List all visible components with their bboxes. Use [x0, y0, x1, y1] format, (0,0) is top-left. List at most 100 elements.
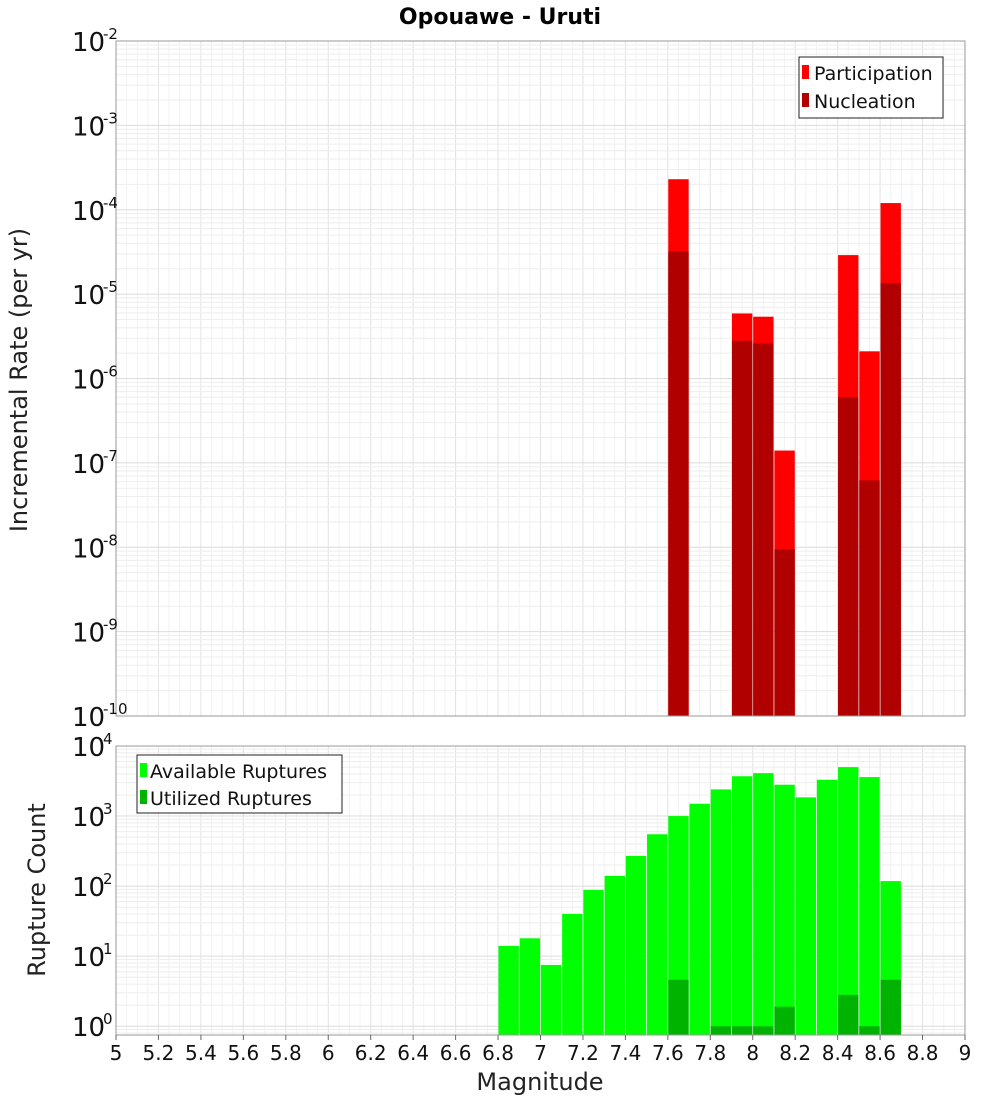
x-tick-label: 7 — [534, 1041, 547, 1065]
bottom-bar-available-ruptures — [647, 834, 668, 1035]
x-tick-label: 8.2 — [779, 1041, 811, 1065]
bottom-y-tick-label: 10 — [72, 733, 105, 763]
bottom-bar-utilized-ruptures — [880, 979, 901, 1035]
legend-utilized-swatch — [140, 790, 147, 804]
bottom-bar-available-ruptures — [859, 777, 880, 1035]
bottom-bar-available-ruptures — [604, 875, 625, 1035]
bottom-bar-available-ruptures — [774, 784, 795, 1035]
legend-participation-label: Participation — [814, 63, 933, 85]
top-bar-nucleation — [838, 397, 859, 716]
x-tick-label: 5.2 — [143, 1041, 175, 1065]
bottom-bar-available-ruptures — [753, 773, 774, 1035]
legend-nucleation-swatch — [802, 93, 809, 107]
bottom-bar-available-ruptures — [562, 914, 583, 1035]
x-tick-label: 5.6 — [227, 1041, 259, 1065]
top-y-tick-exponent: -7 — [103, 447, 118, 465]
bottom-bar-available-ruptures — [498, 945, 519, 1035]
top-y-tick-label: 10 — [72, 366, 105, 396]
top-bar-nucleation — [753, 343, 774, 716]
top-legend-box — [798, 56, 944, 119]
bottom-legend-box — [136, 754, 343, 814]
top-bars — [668, 179, 901, 716]
top-bar-nucleation — [668, 251, 689, 716]
top-bar-nucleation — [859, 480, 880, 716]
bottom-y-tick-label: 10 — [72, 943, 105, 973]
x-tick-label: 8 — [746, 1041, 759, 1065]
bottom-bar-utilized-ruptures — [753, 1026, 774, 1035]
bottom-bar-available-ruptures — [795, 797, 817, 1035]
x-tick-label: 8.8 — [907, 1041, 939, 1065]
bottom-bar-utilized-ruptures — [731, 1026, 753, 1035]
bottom-y-tick-label: 10 — [72, 873, 105, 903]
top-bar-nucleation — [774, 549, 795, 716]
top-y-tick-label: 10 — [72, 703, 105, 733]
bottom-y-tick-label: 10 — [72, 1013, 105, 1043]
top-y-tick-exponent: -4 — [103, 194, 118, 212]
bottom-bar-available-ruptures — [540, 964, 562, 1035]
top-y-tick-label: 10 — [72, 534, 105, 564]
x-tick-label: 6.4 — [397, 1041, 429, 1065]
bottom-bar-available-ruptures — [710, 789, 732, 1035]
top-y-ticks: 10-210-310-410-510-610-710-810-910-10 — [72, 25, 128, 733]
x-tick-label: 6 — [322, 1041, 335, 1065]
bottom-bar-utilized-ruptures — [710, 1026, 732, 1035]
top-bar-nucleation — [880, 283, 901, 716]
bottom-bar-utilized-ruptures — [774, 1006, 795, 1035]
x-tick-label: 8.6 — [864, 1041, 896, 1065]
bottom-bar-available-ruptures — [838, 767, 859, 1035]
bottom-bar-available-ruptures — [816, 779, 838, 1035]
bottom-bar-utilized-ruptures — [838, 994, 859, 1035]
top-y-tick-exponent: -3 — [103, 109, 118, 127]
x-tick-label: 8.4 — [822, 1041, 854, 1065]
bottom-y-tick-exponent: 0 — [103, 1010, 113, 1028]
bottom-y-tick-exponent: 4 — [103, 730, 113, 748]
legend-utilized-label: Utilized Ruptures — [150, 788, 312, 810]
x-tick-label: 6.8 — [482, 1041, 514, 1065]
bottom-bars — [498, 767, 901, 1035]
x-tick-label: 6.2 — [355, 1041, 387, 1065]
bottom-y-axis-label: Rupture Count — [23, 803, 51, 977]
bottom-y-tick-exponent: 3 — [103, 800, 113, 818]
bottom-y-tick-exponent: 1 — [103, 940, 113, 958]
top-y-tick-label: 10 — [72, 28, 105, 58]
x-tick-label: 5.8 — [270, 1041, 302, 1065]
legend-available-swatch — [140, 763, 147, 777]
x-tick-label: 7.6 — [652, 1041, 684, 1065]
x-tick-label: 9 — [959, 1041, 972, 1065]
bottom-y-tick-label: 10 — [72, 803, 105, 833]
bottom-bar-available-ruptures — [689, 803, 710, 1035]
bottom-legend: Available Ruptures Utilized Ruptures — [136, 754, 343, 814]
top-y-tick-exponent: -9 — [103, 616, 118, 634]
bottom-bar-available-ruptures — [519, 938, 541, 1035]
x-tick-label: 7.8 — [694, 1041, 726, 1065]
top-plot-frame — [115, 40, 966, 717]
x-tick-label: 6.6 — [440, 1041, 472, 1065]
top-y-tick-label: 10 — [72, 112, 105, 142]
chart-title: Opouawe - Uruti — [399, 5, 601, 30]
top-y-tick-exponent: -10 — [103, 700, 128, 718]
bottom-bar-available-ruptures — [625, 855, 647, 1035]
legend-nucleation-label: Nucleation — [814, 91, 916, 113]
legend-available-label: Available Ruptures — [150, 761, 327, 783]
top-grid — [115, 41, 966, 717]
top-y-tick-label: 10 — [72, 619, 105, 649]
x-tick-label: 7.2 — [567, 1041, 599, 1065]
top-y-tick-label: 10 — [72, 450, 105, 480]
bottom-y-tick-exponent: 2 — [103, 870, 113, 888]
top-y-tick-exponent: -8 — [103, 531, 118, 549]
top-y-axis-label: Incremental Rate (per yr) — [5, 228, 33, 532]
bottom-bar-utilized-ruptures — [668, 979, 689, 1035]
x-tick-label: 5 — [110, 1041, 123, 1065]
x-axis-label: Magnitude — [476, 1068, 603, 1096]
legend-participation-swatch — [802, 65, 809, 79]
top-legend: Participation Nucleation — [798, 56, 944, 119]
x-tick-label: 5.4 — [185, 1041, 217, 1065]
x-ticks: 5 5.2 5.4 5.6 5.8 6 6.2 6.4 6.6 6.8 7 7.2 7.4 7.6 7.8 8… — [110, 1035, 972, 1065]
x-tick-label: 7.4 — [609, 1041, 641, 1065]
bottom-bar-available-ruptures — [583, 890, 604, 1035]
top-y-tick-exponent: -6 — [103, 363, 118, 381]
bottom-bar-available-ruptures — [731, 776, 753, 1035]
